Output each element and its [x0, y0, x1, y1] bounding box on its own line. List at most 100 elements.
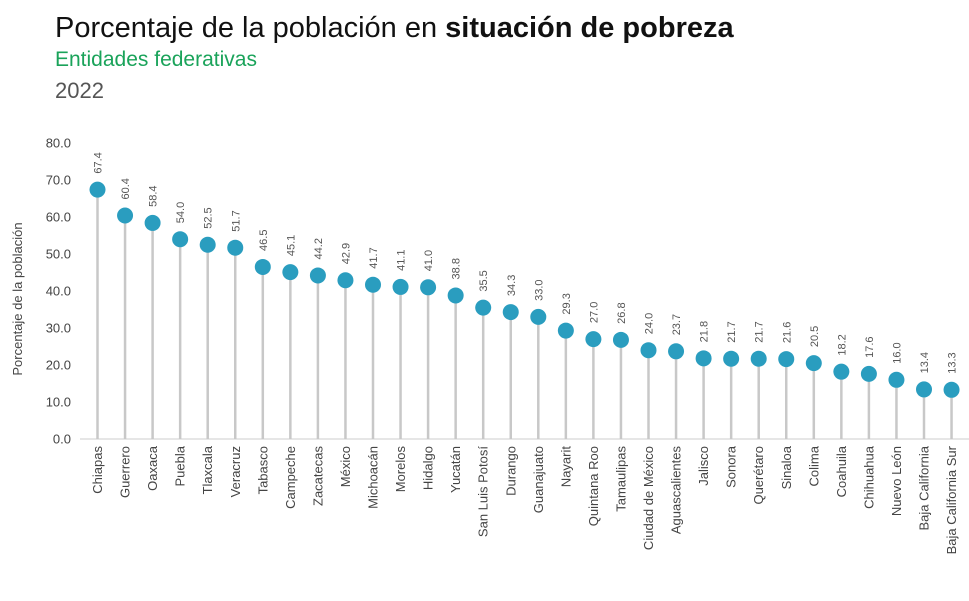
- data-point: [447, 287, 464, 304]
- x-tick-label: Chihuahua: [861, 445, 876, 509]
- y-tick-label: 60.0: [46, 210, 71, 225]
- data-label: 54.0: [175, 202, 187, 223]
- x-tick-label: México: [338, 446, 353, 487]
- x-tick-label: Nuevo León: [889, 446, 904, 516]
- data-label: 46.5: [258, 230, 270, 251]
- data-label: 34.3: [506, 275, 518, 296]
- data-label: 51.7: [230, 210, 242, 231]
- x-tick-label: Tlaxcala: [200, 445, 215, 494]
- x-tick-label: Ciudad de México: [641, 446, 656, 550]
- data-point: [916, 381, 932, 398]
- data-point: [199, 236, 216, 253]
- y-tick-label: 30.0: [46, 321, 71, 336]
- data-label: 24.0: [644, 313, 656, 334]
- chart-title: Porcentaje de la población en situación …: [55, 12, 734, 45]
- x-tick-label: Yucatán: [448, 446, 463, 493]
- data-label: 16.0: [891, 342, 903, 363]
- y-tick-label: 0.0: [53, 432, 71, 447]
- data-label: 38.8: [451, 258, 463, 279]
- x-tick-label: Zacatecas: [310, 446, 325, 506]
- data-point: [309, 267, 326, 284]
- data-label: 41.0: [423, 250, 435, 271]
- data-point: [585, 331, 602, 348]
- data-point: [502, 304, 519, 321]
- data-label: 44.2: [313, 238, 325, 259]
- x-tick-label: Tamaulipas: [613, 446, 628, 512]
- data-point: [668, 343, 685, 360]
- x-tick-label: Morelos: [393, 446, 408, 493]
- data-label: 58.4: [148, 185, 160, 206]
- x-tick-label: Veracruz: [228, 446, 243, 497]
- data-point: [778, 351, 795, 368]
- data-point: [695, 350, 712, 367]
- x-tick-label: Baja California: [917, 445, 932, 530]
- y-tick-label: 50.0: [46, 247, 71, 262]
- x-tick-label: Oaxaca: [145, 445, 160, 491]
- x-tick-label: Michoacán: [366, 446, 381, 509]
- data-point: [254, 258, 271, 275]
- data-label: 21.8: [699, 321, 711, 342]
- data-label: 13.4: [919, 352, 931, 373]
- x-tick-label: Hidalgo: [421, 446, 436, 490]
- data-point: [888, 371, 905, 388]
- data-label: 60.4: [120, 178, 132, 199]
- x-tick-label: Durango: [503, 446, 518, 496]
- y-axis-label: Porcentaje de la población: [10, 222, 25, 375]
- data-point: [833, 363, 850, 380]
- data-label: 45.1: [285, 235, 297, 256]
- data-point: [723, 350, 740, 367]
- x-tick-label: Tabasco: [255, 446, 270, 494]
- data-label: 23.7: [671, 314, 683, 335]
- data-label: 33.0: [533, 279, 545, 300]
- data-point: [420, 279, 437, 296]
- data-label: 20.5: [809, 326, 821, 347]
- x-tick-label: Jalisco: [696, 446, 711, 486]
- x-tick-label: Sonora: [724, 445, 739, 488]
- x-tick-label: Sinaloa: [779, 445, 794, 489]
- data-label: 29.3: [561, 293, 573, 314]
- data-label: 42.9: [340, 243, 352, 264]
- data-point: [365, 276, 381, 293]
- data-label: 41.7: [368, 247, 380, 268]
- data-label: 21.7: [726, 321, 738, 342]
- data-point: [612, 331, 629, 348]
- data-point: [337, 272, 354, 289]
- x-tick-label: Campeche: [283, 446, 298, 509]
- y-tick-label: 70.0: [46, 173, 71, 188]
- x-tick-label: Quintana Roo: [586, 446, 601, 526]
- data-point: [805, 355, 822, 372]
- data-label: 52.5: [203, 207, 215, 228]
- data-point: [943, 381, 960, 398]
- data-point: [392, 278, 409, 295]
- chart-subtitle: Entidades federativas: [55, 48, 257, 71]
- x-tick-label: Coahuila: [834, 445, 849, 497]
- x-tick-label: Nayarit: [558, 446, 573, 488]
- chart-year: 2022: [55, 78, 104, 103]
- data-point: [282, 264, 299, 281]
- y-tick-label: 80.0: [46, 136, 71, 151]
- chart-marks: 67.4 60.4 58.4 54.0 52.5 51.7 46.5 45.1 44.2 42.9…: [89, 152, 960, 439]
- data-point: [530, 308, 547, 325]
- x-tick-label: San Luis Potosí: [476, 446, 491, 537]
- data-label: 41.1: [396, 250, 408, 271]
- x-tick-label: Guanajuato: [531, 446, 546, 513]
- y-axis-ticks: 0.0 10.0 20.0 30.0 40.0 50.0 60.0 70.0 80.0: [46, 136, 71, 447]
- data-point: [475, 299, 492, 316]
- y-tick-label: 40.0: [46, 284, 71, 299]
- data-point: [227, 239, 244, 256]
- x-tick-label: Colima: [806, 445, 821, 486]
- data-point: [860, 365, 877, 382]
- y-tick-label: 20.0: [46, 358, 71, 373]
- data-label: 13.3: [947, 352, 959, 373]
- data-label: 27.0: [588, 302, 600, 323]
- y-tick-label: 10.0: [46, 395, 71, 410]
- x-tick-label: Chiapas: [90, 446, 105, 494]
- data-point: [89, 181, 106, 198]
- data-label: 17.6: [864, 336, 876, 357]
- x-tick-label: Querétaro: [751, 446, 766, 505]
- data-point: [117, 207, 134, 224]
- data-point: [750, 350, 767, 367]
- data-label: 67.4: [93, 152, 105, 173]
- data-point: [640, 342, 657, 359]
